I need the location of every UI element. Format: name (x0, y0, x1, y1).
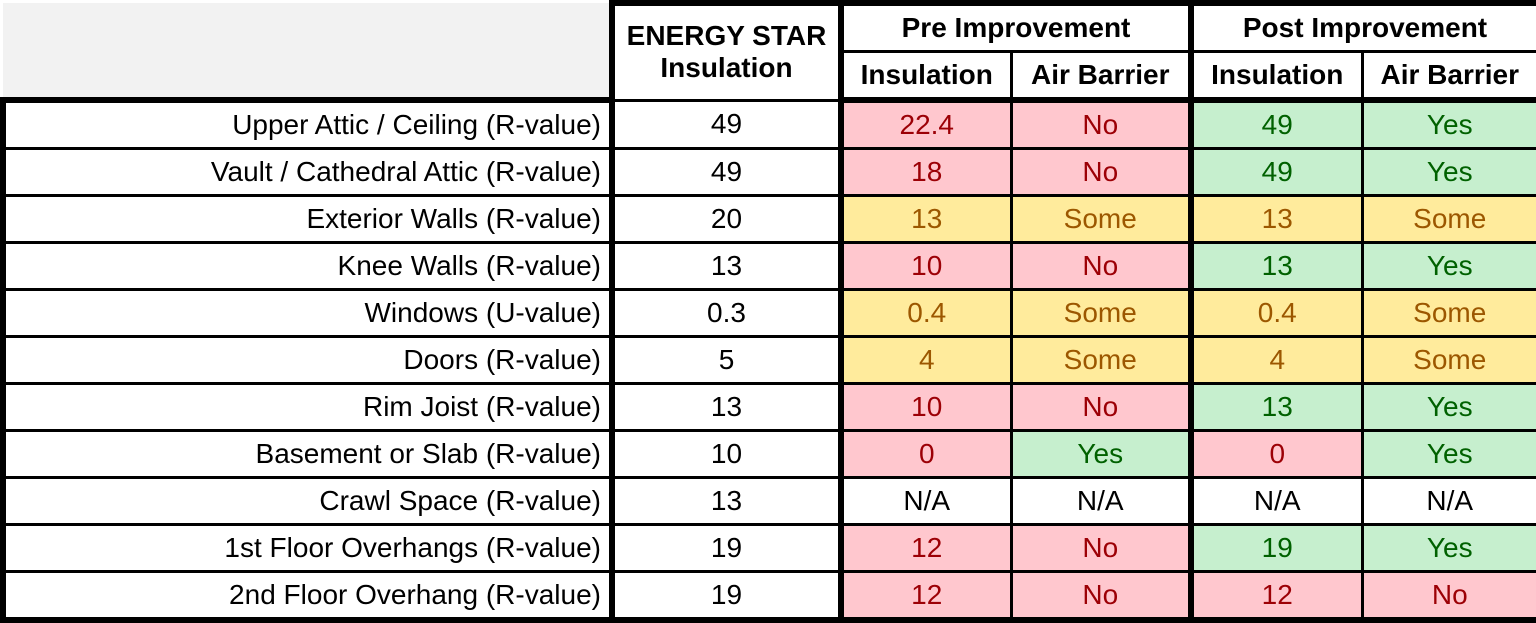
row-label: Crawl Space (R-value) (0, 476, 615, 526)
energy-star-value: 19 (610, 570, 844, 623)
energy-star-value: 19 (610, 523, 844, 573)
energy-star-value: 13 (610, 382, 844, 432)
table-row: Basement or Slab (R-value) 10 0 Yes 0 Yes (0, 429, 1536, 479)
row-label: Exterior Walls (R-value) (0, 194, 615, 244)
pre-insulation-cell: 0 (839, 429, 1013, 479)
energy-star-value: 0.3 (610, 288, 844, 338)
table-row: Crawl Space (R-value) 13 N/A N/A N/A N/A (0, 476, 1536, 526)
row-label: Knee Walls (R-value) (0, 241, 615, 291)
table-row: Rim Joist (R-value) 13 10 No 13 Yes (0, 382, 1536, 432)
pre-air-barrier-cell: No (1009, 523, 1194, 573)
post-air-barrier-cell: Yes (1360, 241, 1536, 291)
row-label: Rim Joist (R-value) (0, 382, 615, 432)
corner-cell (3, 3, 615, 103)
table-body: Upper Attic / Ceiling (R-value) 49 22.4 No 4… (0, 98, 1536, 623)
energy-star-value: 10 (610, 429, 844, 479)
table-row: Upper Attic / Ceiling (R-value) 49 22.4 No 4… (0, 98, 1536, 150)
table-row: Vault / Cathedral Attic (R-value) 49 18 No 4… (0, 147, 1536, 197)
pre-insulation-cell: 0.4 (839, 288, 1013, 338)
header-energy-star-line2: Insulation (660, 52, 793, 84)
post-insulation-cell: 0.4 (1189, 288, 1364, 338)
row-label: Upper Attic / Ceiling (R-value) (0, 98, 615, 150)
post-insulation-cell: 13 (1189, 382, 1364, 432)
post-air-barrier-cell: Yes (1360, 382, 1536, 432)
pre-air-barrier-cell: No (1009, 98, 1194, 150)
pre-insulation-cell: 4 (839, 335, 1013, 385)
post-air-barrier-cell: No (1360, 570, 1536, 623)
row-label: 2nd Floor Overhang (R-value) (0, 570, 615, 623)
post-air-barrier-cell: Yes (1360, 523, 1536, 573)
pre-insulation-cell: 18 (839, 147, 1013, 197)
energy-star-value: 13 (610, 241, 844, 291)
pre-air-barrier-cell: Yes (1009, 429, 1194, 479)
post-air-barrier-cell: Some (1360, 335, 1536, 385)
energy-star-value: 49 (610, 98, 844, 150)
energy-star-value: 13 (610, 476, 844, 526)
pre-air-barrier-cell: No (1009, 241, 1194, 291)
post-air-barrier-cell: Yes (1360, 147, 1536, 197)
header-post-improvement: Post Improvement (1189, 0, 1536, 53)
pre-insulation-cell: 12 (839, 523, 1013, 573)
pre-air-barrier-cell: Some (1009, 288, 1194, 338)
post-insulation-cell: 49 (1189, 147, 1364, 197)
pre-insulation-cell: N/A (839, 476, 1013, 526)
row-label: Windows (U-value) (0, 288, 615, 338)
pre-air-barrier-cell: Some (1009, 335, 1194, 385)
row-label: Basement or Slab (R-value) (0, 429, 615, 479)
table-row: Knee Walls (R-value) 13 10 No 13 Yes (0, 241, 1536, 291)
row-label: Vault / Cathedral Attic (R-value) (0, 147, 615, 197)
energy-star-value: 5 (610, 335, 844, 385)
pre-insulation-cell: 12 (839, 570, 1013, 623)
post-air-barrier-cell: Some (1360, 288, 1536, 338)
header-pre-improvement: Pre Improvement (839, 0, 1194, 53)
pre-air-barrier-cell: No (1009, 570, 1194, 623)
header-post-air-barrier: Air Barrier (1360, 50, 1536, 103)
pre-air-barrier-cell: N/A (1009, 476, 1194, 526)
header-pre-air-barrier: Air Barrier (1009, 50, 1194, 103)
post-air-barrier-cell: Yes (1360, 98, 1536, 150)
post-air-barrier-cell: Yes (1360, 429, 1536, 479)
pre-insulation-cell: 13 (839, 194, 1013, 244)
table-row: 1st Floor Overhangs (R-value) 19 12 No 19 Yes (0, 523, 1536, 573)
pre-air-barrier-cell: No (1009, 382, 1194, 432)
post-insulation-cell: 4 (1189, 335, 1364, 385)
post-air-barrier-cell: N/A (1360, 476, 1536, 526)
pre-air-barrier-cell: No (1009, 147, 1194, 197)
pre-insulation-cell: 10 (839, 382, 1013, 432)
post-insulation-cell: 19 (1189, 523, 1364, 573)
post-insulation-cell: 13 (1189, 241, 1364, 291)
header-post-insulation: Insulation (1189, 50, 1364, 103)
row-label: 1st Floor Overhangs (R-value) (0, 523, 615, 573)
post-insulation-cell: N/A (1189, 476, 1364, 526)
header-row-2: Insulation Air Barrier Insulation Air Ba… (3, 50, 1536, 103)
pre-insulation-cell: 22.4 (839, 98, 1013, 150)
pre-air-barrier-cell: Some (1009, 194, 1194, 244)
table-row: Doors (R-value) 5 4 Some 4 Some (0, 335, 1536, 385)
table-row: 2nd Floor Overhang (R-value) 19 12 No 12 No (0, 570, 1536, 623)
table-row: Exterior Walls (R-value) 20 13 Some 13 Some (0, 194, 1536, 244)
energy-star-value: 49 (610, 147, 844, 197)
post-insulation-cell: 0 (1189, 429, 1364, 479)
row-label: Doors (R-value) (0, 335, 615, 385)
header-energy-star-line1: ENERGY STAR (626, 20, 827, 52)
post-air-barrier-cell: Some (1360, 194, 1536, 244)
header-energy-star: ENERGY STAR Insulation (610, 0, 844, 102)
header-row-1: ENERGY STAR Insulation Pre Improvement P… (3, 0, 1536, 103)
post-insulation-cell: 49 (1189, 98, 1364, 150)
post-insulation-cell: 12 (1189, 570, 1364, 623)
table-row: Windows (U-value) 0.3 0.4 Some 0.4 Some (0, 288, 1536, 338)
header-pre-insulation: Insulation (839, 50, 1013, 103)
energy-star-value: 20 (610, 194, 844, 244)
post-insulation-cell: 13 (1189, 194, 1364, 244)
pre-insulation-cell: 10 (839, 241, 1013, 291)
